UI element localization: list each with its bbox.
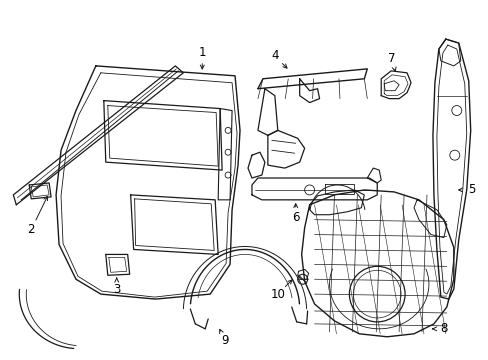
Text: 5: 5 bbox=[467, 184, 474, 197]
Text: 8: 8 bbox=[439, 322, 447, 336]
Text: 3: 3 bbox=[113, 283, 120, 296]
Text: 7: 7 bbox=[387, 53, 395, 66]
Text: 2: 2 bbox=[27, 223, 35, 236]
Text: 10: 10 bbox=[270, 288, 285, 301]
Text: 6: 6 bbox=[291, 211, 299, 224]
Text: 4: 4 bbox=[270, 49, 278, 63]
Text: 9: 9 bbox=[221, 334, 228, 347]
Text: 1: 1 bbox=[198, 46, 205, 59]
